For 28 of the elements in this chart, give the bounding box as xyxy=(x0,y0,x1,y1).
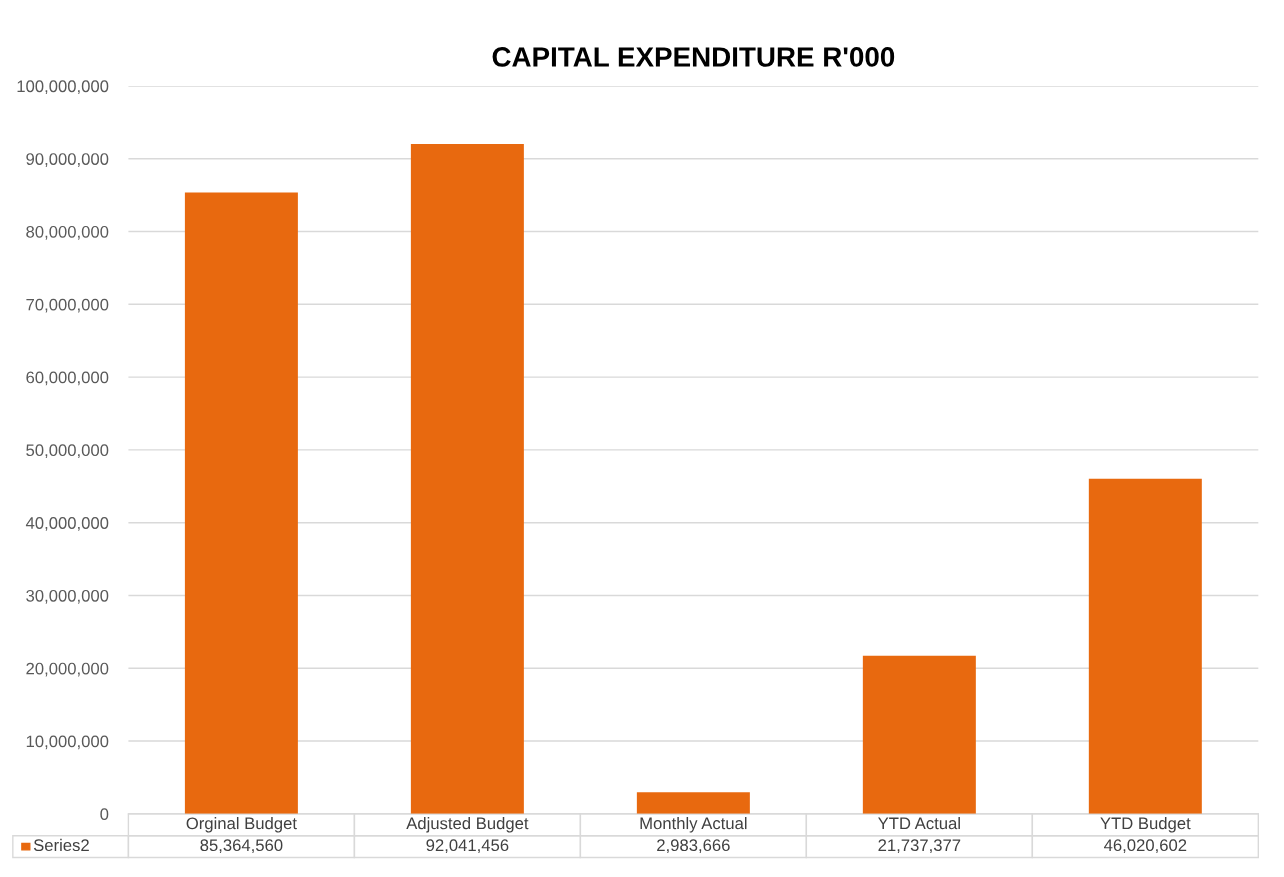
y-tick-label: 0 xyxy=(100,808,109,821)
x-tick-label: YTD Budget xyxy=(1100,817,1191,833)
y-tick-label: 100,000,000 xyxy=(17,80,109,95)
data-label: 21,737,377 xyxy=(878,839,961,854)
x-tick-label: Orginal Budget xyxy=(186,817,297,833)
x-tick-label: Monthly Actual xyxy=(640,817,747,833)
legend-label: Series2 xyxy=(33,838,89,852)
y-tick-label: 20,000,000 xyxy=(26,662,109,677)
x-tick-label: YTD Actual xyxy=(878,817,960,830)
data-label: 92,041,456 xyxy=(426,839,509,854)
y-tick-label: 40,000,000 xyxy=(25,517,109,531)
y-tick-label: 50,000,000 xyxy=(26,444,109,459)
bar xyxy=(410,143,524,814)
y-tick-label: 90,000,000 xyxy=(26,153,109,167)
bar xyxy=(1088,478,1202,814)
data-label: 2,983,666 xyxy=(657,839,730,854)
data-label: 85,364,560 xyxy=(200,839,283,854)
x-tick-label: Adjusted Budget xyxy=(406,817,529,833)
bar xyxy=(184,192,298,814)
bar xyxy=(862,655,976,814)
data-label: 46,020,602 xyxy=(1104,839,1187,854)
chart-title: CAPITAL EXPENDITURE R'000 xyxy=(492,47,895,67)
y-tick-label: 70,000,000 xyxy=(26,298,109,313)
y-tick-label: 60,000,000 xyxy=(26,371,109,386)
y-tick-label: 10,000,000 xyxy=(26,735,109,750)
y-tick-label: 80,000,000 xyxy=(26,225,109,240)
y-tick-label: 30,000,000 xyxy=(26,589,109,604)
bar xyxy=(636,792,750,814)
